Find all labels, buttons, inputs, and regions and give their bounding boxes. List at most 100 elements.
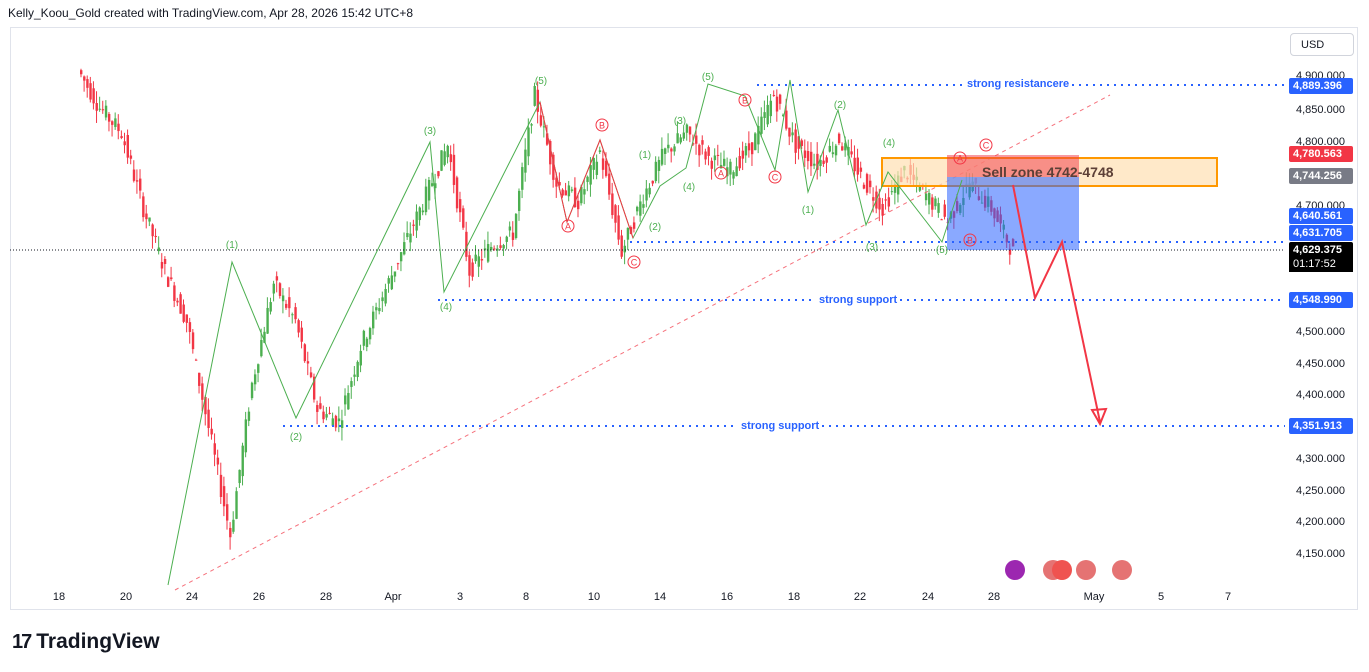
chart-header-title: Kelly_Koou_Gold created with TradingView… (8, 6, 414, 20)
candle-body (545, 133, 549, 145)
candle-body (766, 104, 769, 125)
candle-body (393, 271, 397, 277)
x-tick: 26 (252, 591, 266, 603)
us-flag-event-icon[interactable] (1112, 560, 1132, 580)
candle-body (101, 109, 105, 111)
x-tick: 18 (52, 591, 66, 603)
candle-body (458, 199, 462, 213)
us-flag-event-icon[interactable] (1052, 560, 1072, 580)
x-tick: 28 (987, 591, 1001, 603)
candle-body (841, 146, 844, 151)
candle-body (225, 504, 229, 521)
candle-body (676, 133, 679, 144)
candle-body (797, 136, 800, 149)
candle-body (179, 294, 182, 314)
candle-body (716, 154, 720, 156)
wave-label-red-text: B (599, 121, 605, 131)
candle-body (486, 244, 490, 262)
candle-body (446, 145, 449, 158)
candle-body (204, 396, 207, 415)
candle-body (238, 469, 241, 484)
wave-label-circle (714, 166, 728, 180)
candle-body (378, 307, 381, 312)
candle-body (275, 276, 279, 281)
wave-label-red-text: C (631, 258, 638, 268)
candle-body (111, 121, 114, 125)
candle-body (132, 169, 136, 181)
x-tick: Apr (384, 591, 402, 603)
candle-body (654, 161, 658, 182)
candle-body (356, 361, 359, 378)
wave-label-red: B (595, 118, 609, 132)
candle-body (213, 443, 216, 455)
wave-label-green: (3) (674, 116, 686, 127)
candle-body (542, 126, 546, 128)
wave-label-red-text: A (957, 154, 963, 164)
candle-body (151, 224, 154, 237)
candle-body (931, 197, 934, 210)
candle-body (865, 174, 869, 193)
candle-body (937, 203, 940, 213)
candle-body (129, 155, 133, 159)
candle-body (884, 199, 887, 201)
wave-label-circle (595, 118, 609, 132)
candle-body (95, 103, 98, 111)
x-tick: 14 (653, 591, 667, 603)
candle-body (660, 148, 664, 165)
candle-body (263, 331, 266, 343)
candle-body (455, 177, 459, 209)
candle-body (604, 160, 608, 176)
projection-arrow (1012, 184, 1101, 423)
candle-body (791, 132, 794, 136)
wave-label-circle (768, 170, 782, 184)
candle-body (300, 327, 303, 342)
candle-body (191, 332, 195, 350)
candle-body (328, 412, 331, 414)
candle-body (747, 143, 751, 151)
candle-body (623, 245, 627, 253)
candle-body (831, 152, 835, 155)
candle-body (859, 167, 863, 172)
y-tick: 4,500.000 (1296, 326, 1345, 338)
us-flag-event-icon[interactable] (1076, 560, 1096, 580)
candle-body (828, 145, 832, 152)
candle-body (325, 414, 328, 418)
y-tick: 4,450.000 (1296, 358, 1345, 370)
candle-body (657, 159, 661, 171)
candle-body (685, 124, 689, 133)
candle-body (322, 411, 325, 420)
x-tick: 18 (787, 591, 801, 603)
candle-body (595, 161, 599, 175)
lightning-event-icon[interactable] (1005, 560, 1025, 580)
candle-body (123, 141, 126, 146)
candle-body (586, 176, 589, 182)
x-tick: 24 (185, 591, 199, 603)
candle-body (707, 147, 710, 156)
candle-body (235, 491, 238, 519)
wave-label-red: C (979, 138, 993, 152)
bar-countdown: 01:17:52 (1289, 256, 1353, 272)
candle-body (778, 94, 782, 104)
candle-body (126, 134, 129, 158)
candle-body (117, 123, 120, 132)
wave-label-green: (4) (883, 138, 895, 149)
candle-body (232, 519, 235, 532)
candle-body (303, 344, 307, 362)
wave-label-green: (4) (440, 302, 452, 313)
candle-body (288, 297, 291, 309)
candle-body (185, 314, 189, 323)
x-tick: 24 (921, 591, 935, 603)
candle-body (651, 180, 654, 184)
candle-body (359, 350, 362, 366)
candle-body (670, 148, 673, 152)
candle-body (92, 88, 95, 104)
candle-body (800, 140, 804, 146)
candles-layer (80, 68, 1015, 550)
wave-label-circle (979, 138, 993, 152)
candle-body (309, 372, 313, 378)
candle-body (114, 118, 117, 127)
support1-price-tag: 4,548.990 (1289, 292, 1353, 308)
candle-body (173, 285, 176, 301)
currency-selector[interactable]: USD (1290, 33, 1354, 56)
